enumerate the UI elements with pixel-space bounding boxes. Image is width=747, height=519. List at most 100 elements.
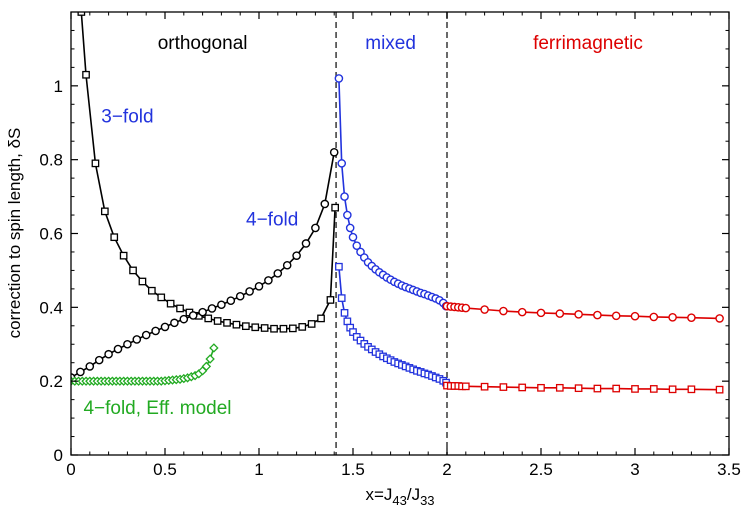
data-point — [352, 241, 362, 250]
data-point — [110, 233, 119, 242]
data-point — [204, 314, 213, 323]
data-point — [555, 309, 565, 318]
data-point — [179, 314, 189, 324]
data-point — [260, 324, 269, 332]
data-point — [157, 293, 166, 302]
data-point — [198, 307, 207, 317]
region-label-ferrimagnetic: ferrimagnetic — [533, 33, 643, 54]
series-line-2 — [71, 152, 335, 379]
y-tick-label: 0 — [54, 446, 63, 465]
region-label-orthogonal: orthogonal — [158, 33, 248, 54]
x-label-sub2: 33 — [420, 493, 434, 508]
data-point — [461, 303, 471, 313]
data-point — [536, 308, 546, 318]
data-point — [334, 74, 344, 83]
data-point — [345, 223, 355, 233]
annotation-2: 4−fold — [246, 210, 298, 231]
data-point — [593, 384, 602, 393]
data-point — [715, 385, 724, 394]
data-point — [132, 335, 142, 344]
data-point — [499, 306, 508, 316]
data-point — [311, 223, 320, 233]
x-label-main: x=J — [365, 485, 392, 504]
x-tick-label: 0 — [66, 460, 75, 479]
data-point — [480, 305, 489, 314]
data-point — [270, 324, 278, 333]
x-tick-label: 3.5 — [717, 460, 741, 479]
data-point — [273, 269, 283, 278]
data-point — [687, 313, 696, 322]
data-point — [518, 383, 527, 392]
data-point — [176, 304, 184, 313]
series-line-3 — [338, 78, 447, 307]
x-label-sub1: 43 — [392, 493, 406, 508]
data-point — [343, 210, 352, 220]
data-point — [343, 317, 352, 326]
data-point — [461, 382, 470, 391]
data-point — [94, 355, 104, 365]
data-point — [123, 339, 132, 349]
data-point — [113, 344, 123, 354]
data-point — [251, 323, 260, 332]
data-point — [320, 199, 330, 209]
tick-layer: 0 0.5 1 1.5 2 2.5 3 3.5 0 0.2 0.4 0.6 0.8 1 — [39, 12, 741, 479]
y-tick-label: 1 — [54, 77, 63, 96]
annotation-1: 3−fold — [101, 106, 153, 127]
x-tick-label: 1 — [254, 460, 263, 479]
data-point — [611, 311, 621, 321]
data-point — [537, 383, 545, 392]
data-point — [151, 326, 160, 336]
data-point — [292, 251, 301, 260]
data-point — [715, 314, 724, 323]
data-point — [138, 277, 147, 286]
data-point — [129, 266, 137, 275]
data-point — [555, 383, 564, 392]
x-tick-label: 0.5 — [153, 460, 177, 479]
data-point — [104, 349, 113, 359]
data-point — [141, 330, 151, 340]
data-point — [282, 260, 292, 270]
region-label-mixed: mixed — [365, 33, 416, 54]
data-point — [687, 385, 696, 394]
data-point — [76, 367, 85, 377]
x-tick-label: 3 — [630, 460, 639, 479]
data-point — [340, 309, 349, 317]
data-point — [160, 322, 170, 332]
data-point — [301, 239, 311, 248]
data-point — [85, 362, 95, 371]
data-point — [298, 323, 307, 331]
data-point — [480, 382, 489, 391]
data-point — [517, 307, 527, 317]
y-tick-label: 0.8 — [39, 151, 63, 170]
plot-layer: orthogonal mixed ferrimagnetic 3−fold 4−fold… — [71, 12, 724, 455]
data-point — [100, 207, 109, 216]
series-line-1 — [80, 12, 336, 330]
data-point — [82, 70, 90, 79]
data-point — [337, 159, 347, 168]
data-point — [254, 281, 264, 291]
data-point — [226, 296, 236, 305]
data-point — [307, 320, 316, 328]
x-axis-label: x=J43/J33 — [365, 485, 434, 508]
data-point — [668, 385, 677, 394]
data-point — [235, 291, 245, 301]
data-point — [649, 385, 658, 393]
data-point — [279, 324, 288, 333]
data-point — [348, 232, 358, 242]
data-point — [213, 317, 222, 325]
data-point — [188, 311, 198, 320]
y-axis-label: correction to spin length, δS — [5, 128, 24, 339]
data-point — [209, 343, 219, 353]
x-tick-label: 1.5 — [341, 460, 365, 479]
y-tick-label: 0.4 — [39, 298, 63, 317]
data-point — [217, 300, 226, 310]
data-point — [612, 384, 621, 393]
data-point — [574, 310, 583, 319]
data-point — [499, 383, 508, 391]
plot-clip-group — [71, 12, 724, 455]
data-point — [241, 322, 250, 331]
data-point — [630, 311, 640, 321]
data-point — [593, 310, 602, 320]
data-point — [147, 286, 156, 295]
